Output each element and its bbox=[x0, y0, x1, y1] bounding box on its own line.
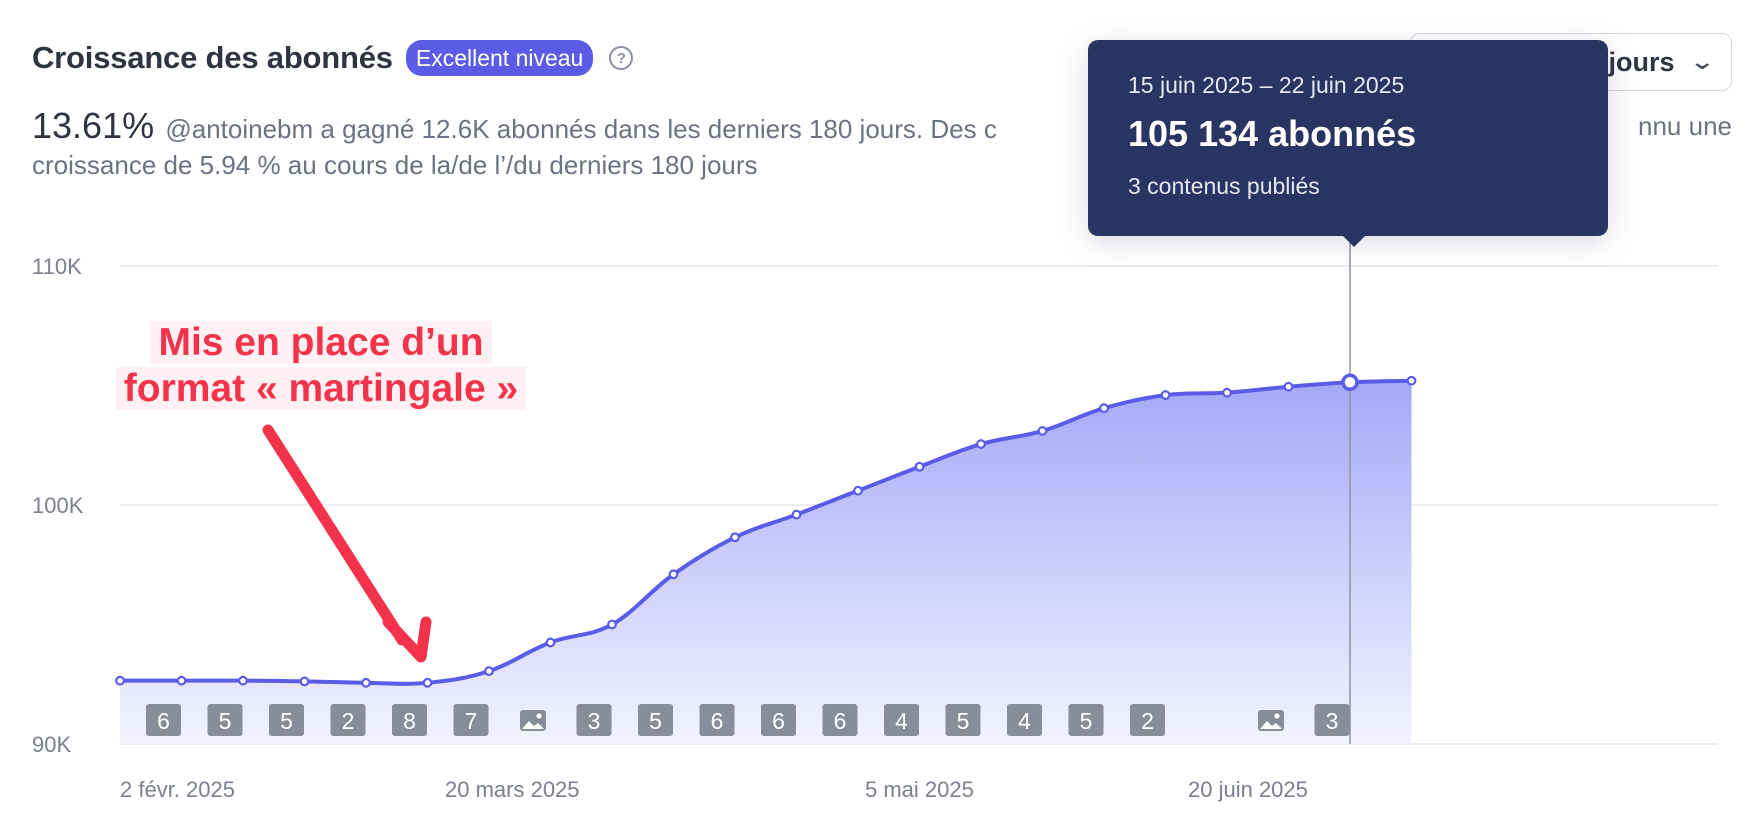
post-count-label: 6 bbox=[711, 708, 724, 734]
image-icon-mountain bbox=[522, 721, 544, 729]
period-select-label: jours bbox=[1608, 46, 1675, 77]
post-count-badge bbox=[1068, 704, 1104, 736]
y-tick-label: 110K bbox=[32, 254, 82, 279]
post-count-badge bbox=[576, 704, 612, 736]
post-count-label: 3 bbox=[588, 708, 601, 734]
post-count-badge bbox=[453, 704, 489, 736]
data-point bbox=[422, 677, 433, 688]
annotation-label: Mis en place d’un format « martingale » bbox=[106, 320, 536, 412]
chevron-down-icon: ⌄ bbox=[1688, 49, 1715, 74]
growth-percent: 13.61% bbox=[32, 105, 155, 146]
data-point bbox=[361, 677, 371, 688]
image-icon-sun bbox=[1274, 713, 1280, 719]
data-point bbox=[1406, 375, 1417, 386]
growth-summary: 13.61% @antoinebm a gagné 12.6K abonnés … bbox=[32, 108, 1732, 183]
data-point bbox=[914, 461, 925, 472]
data-point bbox=[1283, 381, 1294, 392]
post-count-label: 2 bbox=[1141, 708, 1154, 734]
post-count-label: 5 bbox=[649, 708, 662, 734]
post-count-label: 4 bbox=[895, 708, 908, 734]
summary-text: @antoinebm a gagné 12.6K abonnés dans le… bbox=[165, 114, 997, 144]
post-count-label: 5 bbox=[957, 708, 970, 734]
annotation-line2: format « martingale » bbox=[115, 367, 527, 410]
post-count-badge bbox=[392, 704, 427, 736]
post-count-label: 7 bbox=[465, 708, 478, 734]
data-point bbox=[1160, 390, 1171, 400]
post-count-badge bbox=[1130, 704, 1165, 736]
x-tick-label: 20 juin 2025 bbox=[1188, 777, 1308, 802]
series-line bbox=[119, 378, 1412, 686]
tooltip-value: 105 134 abonnés bbox=[1128, 113, 1417, 154]
post-count-label: 5 bbox=[219, 708, 232, 734]
post-count-label: 6 bbox=[157, 708, 170, 734]
post-count-badge bbox=[1007, 704, 1042, 736]
data-point bbox=[730, 532, 740, 543]
page-title: Croissance des abonnés bbox=[32, 40, 393, 75]
post-count-label: 5 bbox=[280, 708, 293, 734]
data-point bbox=[791, 509, 802, 520]
summary-line2: croissance de 5.94 % au cours de la/de l… bbox=[32, 150, 758, 180]
post-count-badge bbox=[207, 704, 243, 736]
annotation-arrow-head bbox=[382, 616, 432, 663]
post-count-badge bbox=[822, 704, 858, 736]
header: Croissance des abonnés Excellent niveau … bbox=[32, 40, 634, 76]
question-circle-icon[interactable]: ? bbox=[609, 46, 634, 70]
post-count-label: 6 bbox=[834, 708, 847, 734]
post-count-label: 8 bbox=[403, 708, 416, 734]
y-tick-label: 100K bbox=[32, 493, 84, 518]
image-icon-sun bbox=[536, 713, 542, 719]
post-count-badge bbox=[638, 704, 673, 736]
post-count-badge bbox=[146, 704, 181, 736]
post-count-label: 3 bbox=[1326, 708, 1339, 734]
data-point bbox=[1222, 387, 1232, 398]
chart-area-fill bbox=[120, 380, 1412, 744]
data-point bbox=[115, 675, 125, 686]
data-point bbox=[976, 439, 986, 449]
data-point bbox=[545, 637, 556, 648]
post-count-badge bbox=[269, 704, 304, 736]
chart-tooltip: 15 juin 2025 – 22 juin 2025 105 134 abon… bbox=[1088, 40, 1608, 247]
x-tick-label: 20 mars 2025 bbox=[445, 777, 580, 802]
annotation-arrow-shaft bbox=[262, 424, 408, 646]
x-tick-label: 5 mai 2025 bbox=[865, 777, 974, 802]
data-point bbox=[238, 675, 248, 686]
post-count-label: 6 bbox=[772, 708, 785, 734]
data-point bbox=[668, 569, 679, 580]
data-point-active bbox=[1341, 373, 1359, 392]
data-point bbox=[1037, 426, 1048, 436]
data-point bbox=[299, 676, 310, 687]
post-count-label: 4 bbox=[1018, 708, 1031, 734]
post-count-badge bbox=[945, 704, 981, 736]
tooltip-posts: 3 contenus publiés bbox=[1128, 173, 1320, 199]
summary-text-tail: nnu une bbox=[1638, 111, 1732, 141]
data-point bbox=[176, 675, 187, 686]
data-point bbox=[607, 619, 617, 630]
y-tick-label: 90K bbox=[32, 732, 71, 757]
status-badge: Excellent niveau bbox=[405, 40, 594, 76]
post-count-badge bbox=[884, 704, 919, 736]
data-point bbox=[853, 485, 863, 496]
annotation-line1: Mis en place d’un bbox=[150, 321, 492, 364]
x-tick-label: 2 févr. 2025 bbox=[120, 777, 235, 802]
data-point bbox=[1099, 403, 1109, 414]
post-count-label: 5 bbox=[1080, 708, 1093, 734]
data-point bbox=[484, 666, 494, 677]
post-count-label: 2 bbox=[342, 708, 355, 734]
post-count-badge bbox=[330, 704, 366, 736]
post-count-badge bbox=[699, 704, 735, 736]
tooltip-date-range: 15 juin 2025 – 22 juin 2025 bbox=[1128, 72, 1405, 98]
post-count-badge bbox=[1314, 704, 1350, 736]
image-icon-mountain bbox=[1260, 721, 1282, 729]
post-count-badge bbox=[761, 704, 796, 736]
